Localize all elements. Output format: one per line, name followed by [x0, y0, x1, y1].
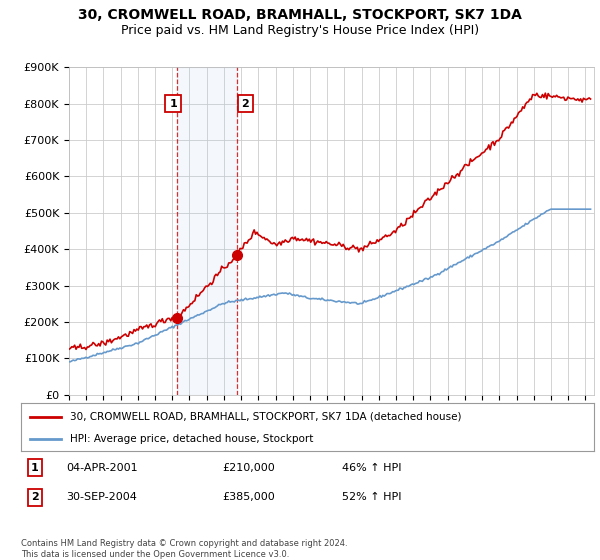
Text: 1: 1: [169, 99, 177, 109]
Text: 30, CROMWELL ROAD, BRAMHALL, STOCKPORT, SK7 1DA: 30, CROMWELL ROAD, BRAMHALL, STOCKPORT, …: [78, 8, 522, 22]
Text: HPI: Average price, detached house, Stockport: HPI: Average price, detached house, Stoc…: [70, 434, 313, 444]
Text: 2: 2: [31, 492, 38, 502]
Text: 30-SEP-2004: 30-SEP-2004: [66, 492, 137, 502]
Text: 46% ↑ HPI: 46% ↑ HPI: [342, 463, 401, 473]
Text: £210,000: £210,000: [222, 463, 275, 473]
Text: 30, CROMWELL ROAD, BRAMHALL, STOCKPORT, SK7 1DA (detached house): 30, CROMWELL ROAD, BRAMHALL, STOCKPORT, …: [70, 412, 461, 422]
Text: 04-APR-2001: 04-APR-2001: [66, 463, 137, 473]
Text: 52% ↑ HPI: 52% ↑ HPI: [342, 492, 401, 502]
Text: Price paid vs. HM Land Registry's House Price Index (HPI): Price paid vs. HM Land Registry's House …: [121, 24, 479, 36]
Text: 1: 1: [31, 463, 38, 473]
Text: 2: 2: [242, 99, 250, 109]
Text: £385,000: £385,000: [222, 492, 275, 502]
Bar: [176, 67, 237, 395]
Text: Contains HM Land Registry data © Crown copyright and database right 2024.
This d: Contains HM Land Registry data © Crown c…: [21, 539, 347, 559]
